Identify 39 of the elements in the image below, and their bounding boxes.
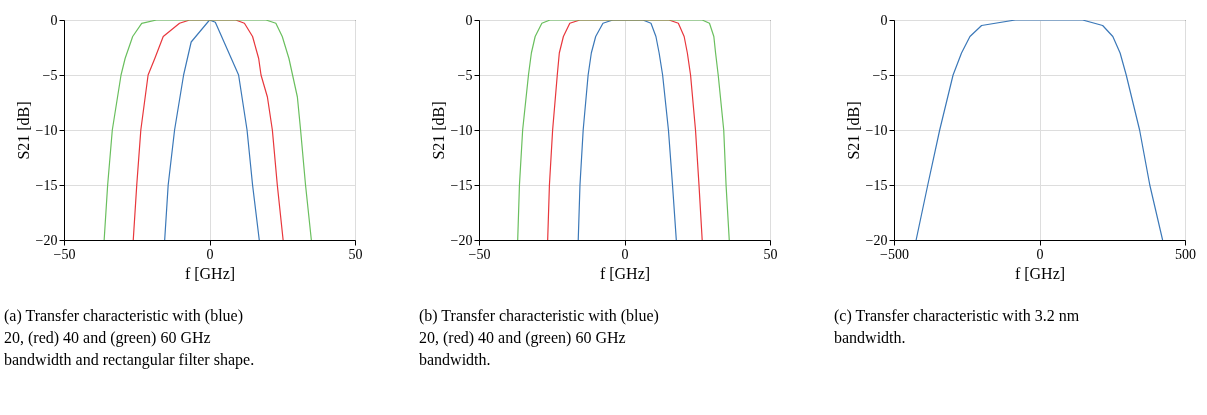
y-tick-label: −20 [450, 232, 473, 248]
y-axis-title: S21 [dB] [14, 101, 32, 160]
text: (b) Transfer characteristic with (blue) 20, (red) 40 and (green) 60 GHz bandwidth. [419, 307, 659, 368]
y-tick-label: −15 [35, 177, 58, 193]
line-series [132, 20, 284, 240]
x-axis-title: f [GHz] [599, 264, 651, 282]
x-tick-label: 0 [621, 246, 629, 262]
y-tick-label: −10 [865, 122, 888, 138]
line-series [164, 20, 260, 240]
x-tick-label: −500 [880, 246, 909, 262]
y-axis-title: S21 [dB] [844, 101, 862, 160]
y-tick-label: −10 [35, 122, 58, 138]
y-tick-label: −15 [450, 177, 473, 193]
text: (a) Transfer characteristic with (blue) 20, (red) 40 and (green) 60 GHz bandwidth and rectangular filter shape. [4, 307, 255, 369]
y-tick-label: −5 [872, 67, 888, 83]
y-tick-label: 0 [50, 12, 58, 28]
x-tick-label: 500 [1175, 246, 1196, 262]
x-axis-title: f [GHz] [1014, 264, 1066, 282]
y-axis-title: S21 [dB] [429, 101, 447, 160]
y-tick-label: −5 [457, 67, 473, 83]
x-tick-label: 50 [348, 246, 363, 262]
line-series [103, 20, 312, 240]
x-tick-label: −50 [53, 246, 76, 262]
x-axis-title: f [GHz] [184, 264, 236, 282]
y-tick-label: −10 [450, 122, 473, 138]
y-tick-label: −15 [865, 177, 888, 193]
x-tick-label: 50 [763, 246, 778, 262]
line-series [577, 20, 677, 240]
x-tick-label: 0 [1036, 246, 1044, 262]
y-tick-label: 0 [880, 12, 888, 28]
x-tick-label: 0 [206, 246, 214, 262]
x-tick-label: −50 [468, 246, 491, 262]
y-tick-label: 0 [465, 12, 473, 28]
y-tick-label: −20 [865, 232, 888, 248]
text: (c) Transfer characteristic with 3.2 nm bandwidth. [834, 307, 1080, 346]
y-tick-label: −20 [35, 232, 58, 248]
line-series [915, 20, 1164, 240]
line-series [517, 20, 730, 240]
y-tick-label: −5 [42, 67, 58, 83]
